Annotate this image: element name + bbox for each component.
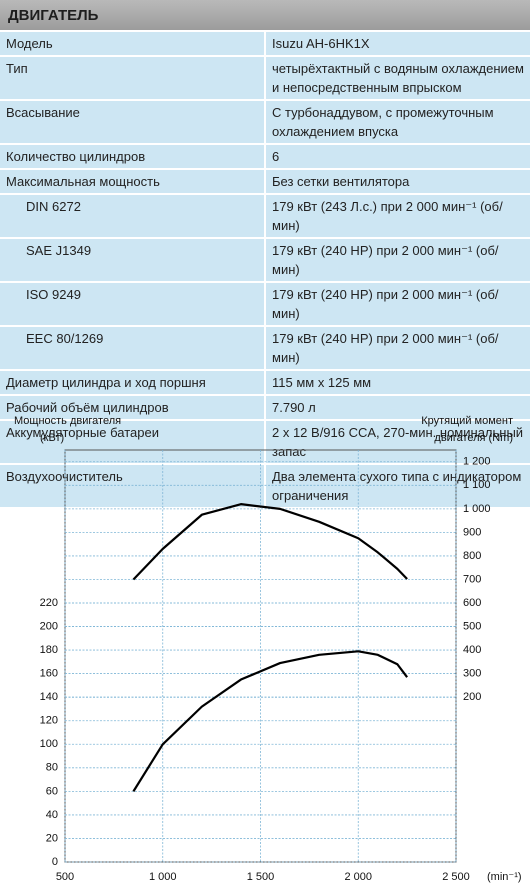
line-series xyxy=(132,650,409,792)
y2-tick-label: 400 xyxy=(463,644,481,656)
row-value: 2 x 12 В/916 CCA, 270-мин. номинальный з… xyxy=(265,420,530,465)
x-axis-label: (min⁻¹) xyxy=(487,871,522,883)
row-label: Диаметр цилиндра и ход поршня xyxy=(0,370,266,396)
y2-tick-label: 800 xyxy=(463,550,481,562)
table-row: Модель Isuzu AH-6HK1X xyxy=(0,31,530,57)
table-row: SAE J1349 179 кВт (240 HP) при 2 000 мин⁻… xyxy=(0,238,530,283)
row-value: 179 кВт (240 HP) при 2 000 мин⁻¹ (об/мин… xyxy=(265,238,530,283)
y-tick-label: 160 xyxy=(40,668,58,680)
table-row: Аккумуляторные батареи 2 x 12 В/916 CCA, … xyxy=(0,420,530,465)
y2-tick-label: 1 000 xyxy=(463,503,491,515)
row-value: четырёхтактный с водяным охлаждением и н… xyxy=(265,56,530,101)
y-tick-label: 20 xyxy=(46,832,58,844)
table-row: Максимальная мощность Без сетки вентилято… xyxy=(0,169,530,195)
y2-tick-label: 600 xyxy=(463,597,481,609)
spec-table: ДВИГАТЕЛЬ Модель Isuzu AH-6HK1X Тип четырёх… xyxy=(0,0,530,509)
y-tick-label: 80 xyxy=(46,762,58,774)
x-tick-label: 2 000 xyxy=(344,871,372,883)
row-label: DIN 6272 xyxy=(0,194,266,239)
row-label: Максимальная мощность xyxy=(0,169,266,195)
x-tick-label: 1 500 xyxy=(247,871,275,883)
row-label: EEC 80/1269 xyxy=(0,326,266,371)
row-label: Рабочий объём цилиндров xyxy=(0,395,266,421)
y-tick-label: 120 xyxy=(40,715,58,727)
y-tick-label: 60 xyxy=(46,785,58,797)
y2-axis-label: Крутящий момент xyxy=(421,415,513,427)
y2-tick-label: 900 xyxy=(463,526,481,538)
row-label: Модель xyxy=(0,31,266,57)
table-title: ДВИГАТЕЛЬ xyxy=(0,0,530,32)
y2-tick-label: 500 xyxy=(463,620,481,632)
table-row: Количество цилиндров 6 xyxy=(0,144,530,170)
x-tick-label: 2 500 xyxy=(442,871,470,883)
row-value: 179 кВт (240 HP) при 2 000 мин⁻¹ (об/мин… xyxy=(265,326,530,371)
table-row: EEC 80/1269 179 кВт (240 HP) при 2 000 ми… xyxy=(0,326,530,371)
y-tick-label: 100 xyxy=(40,738,58,750)
row-value: Два элемента сухого типа с индикатором о… xyxy=(265,464,530,509)
y2-tick-label: 300 xyxy=(463,668,481,680)
x-tick-label: 500 xyxy=(56,871,74,883)
row-value: 7.790 л xyxy=(265,395,530,421)
y-tick-label: 40 xyxy=(46,809,58,821)
row-label: Воздухоочиститель xyxy=(0,464,266,509)
row-value: 115 мм х 125 мм xyxy=(265,370,530,396)
y-tick-label: 140 xyxy=(40,691,58,703)
line-series xyxy=(132,503,408,581)
table-row: Диаметр цилиндра и ход поршня 115 мм х 12… xyxy=(0,370,530,396)
row-value: Без сетки вентилятора xyxy=(265,169,530,195)
y-tick-label: 0 xyxy=(52,856,58,868)
row-label: ISO 9249 xyxy=(0,282,266,327)
y2-axis-label: двигателя (Nm) xyxy=(434,432,513,444)
y-tick-label: 220 xyxy=(40,597,58,609)
y-tick-label: 200 xyxy=(40,620,58,632)
y2-tick-label: 200 xyxy=(463,691,481,703)
y-axis-label: Мощность двигателя xyxy=(14,415,121,427)
y2-tick-label: 700 xyxy=(463,573,481,585)
row-value: 179 кВт (243 Л.с.) при 2 000 мин⁻¹ (об/м… xyxy=(265,194,530,239)
y2-tick-label: 1 100 xyxy=(463,479,491,491)
row-value: С турбонаддувом, с промежуточным охлажде… xyxy=(265,100,530,145)
row-value: 6 xyxy=(265,144,530,170)
chart: Мощность двигателя (кВт) Крутящий момент… xyxy=(14,415,522,883)
row-value: Isuzu AH-6HK1X xyxy=(265,31,530,57)
table-row: Рабочий объём цилиндров 7.790 л xyxy=(0,395,530,421)
header-row: ДВИГАТЕЛЬ xyxy=(0,0,530,32)
row-value: 179 кВт (240 HP) при 2 000 мин⁻¹ (об/мин… xyxy=(265,282,530,327)
y-tick-label: 180 xyxy=(40,644,58,656)
table-row: Всасывание С турбонаддувом, с промежуточн… xyxy=(0,100,530,145)
row-label: Тип xyxy=(0,56,266,101)
table-row: DIN 6272 179 кВт (243 Л.с.) при 2 000 мин… xyxy=(0,194,530,239)
table-row: ISO 9249 179 кВт (240 HP) при 2 000 мин⁻¹… xyxy=(0,282,530,327)
table-row: Воздухоочиститель Два элемента сухого тип… xyxy=(0,464,530,509)
row-label: Аккумуляторные батареи xyxy=(0,420,266,465)
row-label: Количество цилиндров xyxy=(0,144,266,170)
table-row: Тип четырёхтактный с водяным охлаждением … xyxy=(0,56,530,101)
y-axis-label: (кВт) xyxy=(40,432,64,444)
row-label: SAE J1349 xyxy=(0,238,266,283)
x-tick-label: 1 000 xyxy=(149,871,177,883)
row-label: Всасывание xyxy=(0,100,266,145)
y2-tick-label: 1 200 xyxy=(463,456,491,468)
